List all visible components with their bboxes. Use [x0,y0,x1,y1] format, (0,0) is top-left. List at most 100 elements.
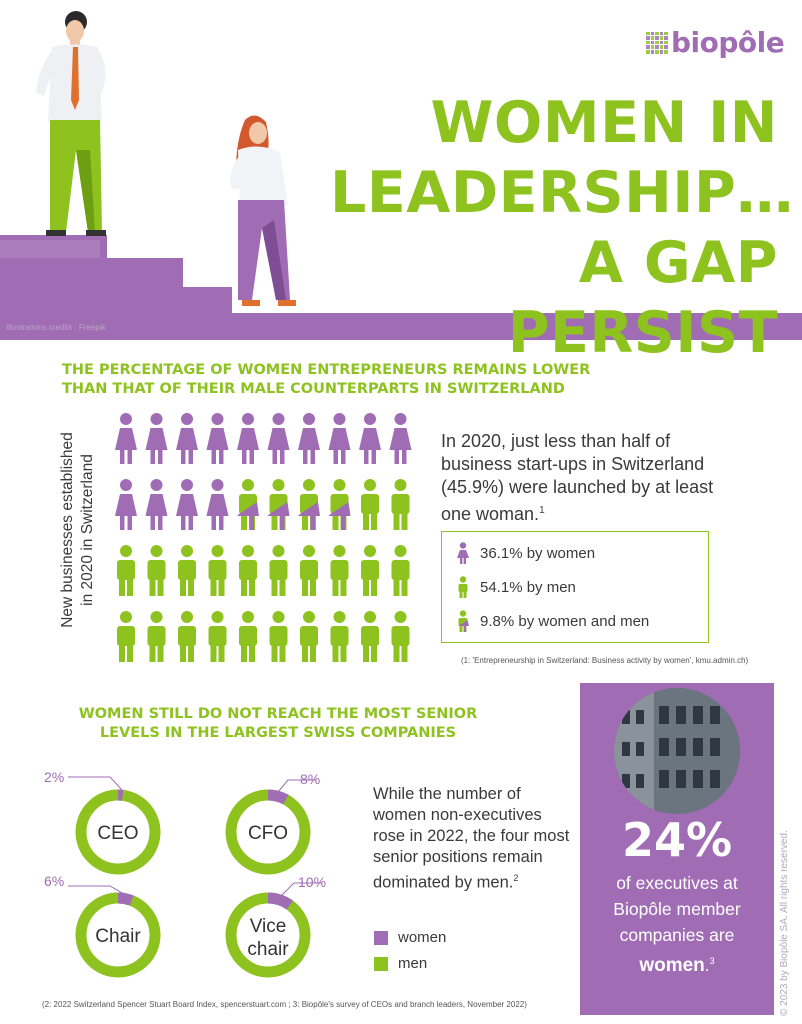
donut-pct-label: 6% [44,873,64,889]
page-title: WOMEN IN LEADERSHIP… A GAP PERSIST [330,88,794,368]
man-icon [269,611,288,662]
building-photo [614,688,740,814]
donut-women-arc [225,789,311,875]
donut-pct-label: 8% [300,771,320,787]
leader-line [68,885,125,895]
donut-role-label: chair [247,939,289,960]
donut-charts: CEO 2% CFO 8% Chair 6% Vice chair 10% [44,769,326,978]
man-icon [361,479,379,530]
woman-icon [145,479,168,530]
man-icon [391,479,410,530]
donut-women-arc [225,892,311,978]
footnote-ref-2: 2 [513,873,519,883]
man-icon [239,545,257,596]
man-icon [361,545,379,596]
section1-title-line-2: THAN THAT OF THEIR MALE COUNTERPARTS IN … [62,381,565,397]
card-text-line-4: women.3 [639,954,715,976]
copyright: © 2023 by Biopôle SA. All rights reserve… [779,830,790,1016]
footnote-ref-1: 1 [539,505,545,516]
card-text-line-2: Biopôle member [613,899,741,919]
card-text-line-1: of executives at [616,873,738,893]
woman-and-man-icon [328,479,351,530]
biopole-logo: biopôle [646,26,785,59]
axis-label-line-2: in 2020 in Switzerland [79,454,96,606]
donut-role-label: CFO [248,823,288,844]
title-line-2: LEADERSHIP… [330,160,794,226]
executives-percentage: 24% [621,813,733,867]
legend-swatch-men [374,957,388,971]
donut-role-label: CEO [97,823,138,844]
man-icon [300,545,318,596]
man-figure [36,11,106,236]
woman-icon [145,413,168,464]
section1-text: In 2020, just less than half of business… [441,430,741,526]
stairs [0,235,802,340]
leader-line [281,882,322,896]
woman-icon [176,413,198,464]
logo-text: biopôle [671,26,785,59]
header-illustration [0,11,802,340]
section2-text-body: While the number of women non-executives… [373,785,570,892]
donut-cfo: CFO 8% [225,771,320,875]
woman-icon [237,413,259,464]
man-icon [117,545,135,596]
donut-ceo: CEO 2% [44,769,161,875]
man-icon [300,611,318,662]
section1-text-body: In 2020, just less than half of business… [441,431,714,524]
section2-title-line-2: LEVELS IN THE LARGEST SWISS COMPANIES [99,725,457,741]
man-icon [239,611,257,662]
woman-and-man-icon [267,479,290,530]
illustration-credits: Illustrations credits : Freepik [6,323,106,332]
man-icon [178,611,196,662]
legend-swatch-women [374,931,388,945]
woman-icon [328,413,351,464]
woman-icon [176,479,198,530]
man-icon [208,611,227,662]
woman-icon [267,413,290,464]
legend-label-women: 36.1% by women [480,544,596,562]
man-icon [361,611,379,662]
title-line-1: WOMEN IN [430,90,778,156]
donut-women-arc [75,892,161,978]
woman-icon [115,413,137,464]
donut-chair: Chair 6% [44,873,161,978]
woman-icon [206,413,229,464]
legend-item-men: 54.1% by men [456,576,576,598]
woman-and-man-icon [298,479,320,530]
woman-figure [230,115,296,306]
pictogram-axis-label: New businesses established in 2020 in Sw… [58,410,98,650]
logo-mark-icon [646,31,668,54]
legend-label-men: 54.1% by men [480,578,576,596]
woman-and-man-icon [458,610,469,632]
woman-icon [298,413,320,464]
man-icon [208,545,227,596]
legend-label-women-2: women [398,929,447,946]
footnote-2-3: (2: 2022 Switzerland Spencer Stuart Boar… [42,1000,527,1009]
footnote-ref-3: 3 [709,956,715,966]
people-pictogram [115,413,412,662]
man-icon [147,545,166,596]
man-icon [269,545,288,596]
man-icon [391,545,410,596]
leader-line [68,776,123,791]
donut-pct-label: 10% [298,874,326,890]
section2-title: WOMEN STILL DO NOT REACH THE MOST SENIOR… [58,705,498,743]
man-icon [330,611,349,662]
donut-vice-chair: Vice chair 10% [225,874,326,978]
donut-pct-label: 2% [44,769,64,785]
man-icon [458,576,468,598]
woman-icon [115,479,137,530]
man-icon [117,611,135,662]
legend-item-mixed: 9.8% by women and men [456,610,649,632]
legend-label-men-2: men [398,955,428,972]
man-icon [391,611,410,662]
section2-title-line-1: WOMEN STILL DO NOT REACH THE MOST SENIOR [78,706,478,722]
man-icon [147,611,166,662]
man-icon [178,545,196,596]
donut-role-label: Vice [250,916,287,937]
executives-text: of executives at Biopôle member companie… [580,870,774,979]
section1-title-line-1: THE PERCENTAGE OF WOMEN ENTREPRENEURS RE… [62,362,591,378]
executives-card: 24% of executives at Biopôle member comp… [580,683,774,1015]
woman-icon [206,479,229,530]
donut-role-label: Chair [95,926,141,947]
